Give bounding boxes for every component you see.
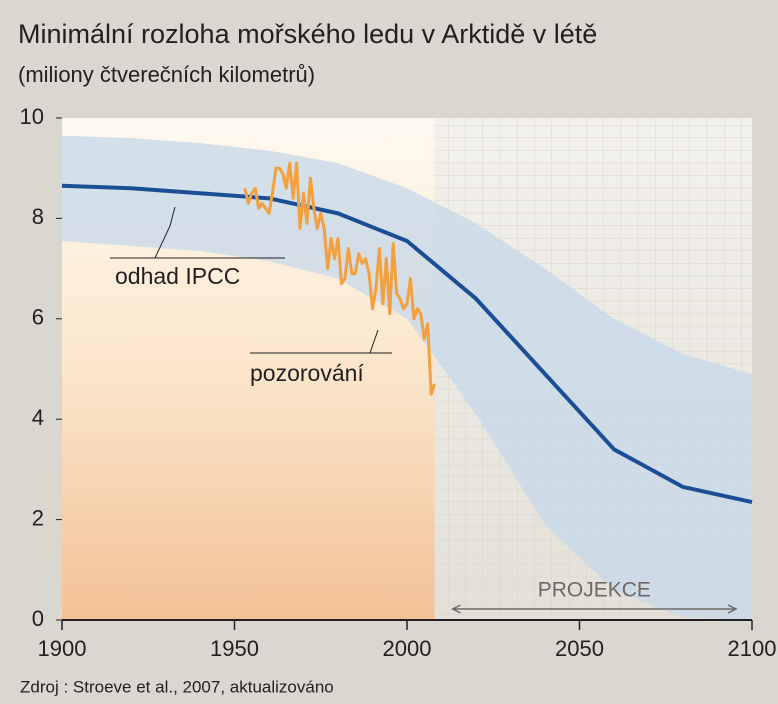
chart-title: Minimální rozloha mořského ledu v Arktid… (18, 19, 597, 49)
projection-label: PROJEKCE (538, 579, 651, 602)
series-line (243, 161, 437, 396)
y-tick-label: 10 (20, 104, 44, 129)
projection-arrow (450, 604, 738, 614)
chart-subtitle: (miliony čtverečních kilometrů) (18, 62, 315, 87)
x-tick-label: 2100 (728, 636, 777, 661)
series-label: odhad IPCC (115, 263, 240, 289)
uncertainty-band (62, 135, 752, 620)
series-label: pozorování (250, 360, 364, 386)
x-tick-label: 2000 (383, 636, 432, 661)
source: Zdroj : Stroeve et al., 2007, aktualizov… (20, 677, 334, 696)
x-tick-label: 1950 (210, 636, 259, 661)
y-tick-label: 4 (32, 405, 44, 430)
series-line (61, 183, 753, 504)
y-tick-label: 6 (32, 305, 44, 330)
y-tick-label: 0 (32, 606, 44, 631)
leader (250, 329, 392, 354)
y-tick-label: 8 (32, 204, 44, 229)
x-tick-label: 1900 (38, 636, 87, 661)
y-tick-label: 2 (32, 505, 44, 530)
x-tick-label: 2050 (555, 636, 604, 661)
leader (110, 206, 285, 259)
